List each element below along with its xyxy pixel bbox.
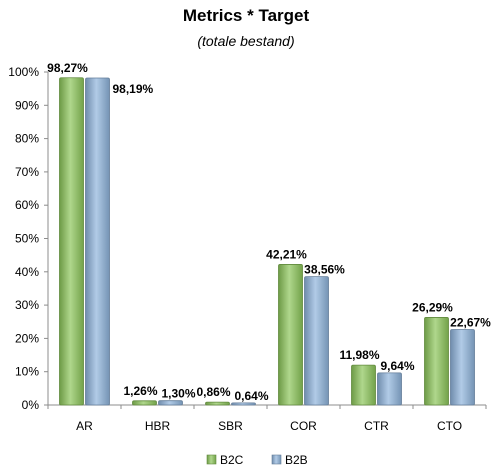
y-tick-label: 80% — [15, 132, 39, 146]
data-label: 1,26% — [123, 384, 157, 398]
x-tick-label: SBR — [218, 419, 243, 433]
x-tick-label: CTO — [437, 419, 462, 433]
y-tick-label: 20% — [15, 331, 39, 345]
data-label: 98,19% — [113, 82, 154, 96]
bar-b2b-ctr — [377, 372, 402, 406]
data-label: 0,86% — [196, 385, 230, 399]
bar-b2c-ar — [59, 77, 84, 406]
data-label: 42,21% — [266, 247, 307, 261]
chart-title: Metrics * Target — [182, 6, 310, 25]
data-label: 1,30% — [161, 387, 195, 401]
bar-b2b-cto — [450, 329, 475, 406]
chart-subtitle: (totale bestand) — [197, 33, 295, 49]
bar-b2c-cor — [278, 264, 303, 406]
bar-b2b-ar — [85, 77, 110, 406]
bar-b2c-sbr — [205, 401, 230, 406]
x-tick-label: HBR — [145, 419, 171, 433]
y-tick-label: 70% — [15, 165, 39, 179]
bar-b2b-sbr — [231, 402, 256, 406]
data-label: 22,67% — [450, 316, 491, 330]
y-tick-label: 0% — [22, 398, 40, 412]
x-tick-label: CTR — [364, 419, 389, 433]
y-tick-label: 100% — [8, 65, 39, 79]
bar-b2c-hbr — [132, 400, 157, 406]
y-tick-label: 30% — [15, 298, 39, 312]
legend-label-b2c: B2C — [220, 453, 244, 467]
y-tick-label: 60% — [15, 198, 39, 212]
bar-b2b-cor — [304, 276, 329, 406]
y-tick-label: 50% — [15, 232, 39, 246]
legend-swatch-b2c — [206, 454, 217, 465]
bar-b2c-cto — [424, 317, 449, 406]
x-tick-label: COR — [290, 419, 317, 433]
bar-b2c-ctr — [351, 364, 376, 406]
data-label: 11,98% — [339, 348, 379, 362]
bar-b2b-hbr — [158, 400, 183, 406]
y-tick-label: 40% — [15, 265, 39, 279]
legend-swatch-b2b — [271, 454, 282, 465]
x-tick-label: AR — [76, 419, 93, 433]
y-tick-label: 90% — [15, 98, 39, 112]
data-label: 38,56% — [304, 263, 345, 277]
data-label: 9,64% — [380, 359, 414, 373]
legend-label-b2b: B2B — [285, 453, 308, 467]
data-label: 98,27% — [47, 61, 88, 75]
data-label: 26,29% — [412, 300, 453, 314]
y-tick-label: 10% — [15, 365, 39, 379]
data-label: 0,64% — [234, 389, 268, 403]
